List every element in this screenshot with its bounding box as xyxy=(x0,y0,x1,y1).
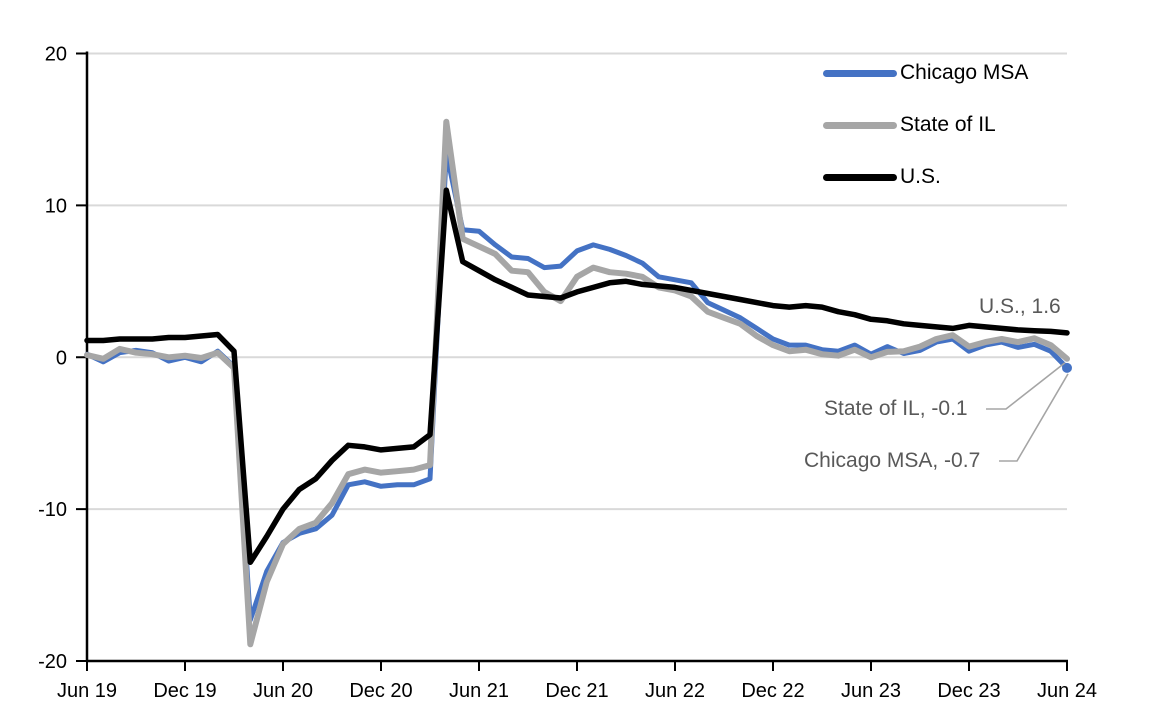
state-of-il-line-swatch xyxy=(823,121,897,129)
legend-label-us: U.S. xyxy=(900,165,941,188)
y-tick-label: -20 xyxy=(38,651,67,673)
chart-legend: Chicago MSA State of IL U.S. xyxy=(823,47,1063,203)
x-tick-label: Jun 22 xyxy=(645,680,705,702)
y-tick-label: 10 xyxy=(45,195,67,217)
x-tick-label: Jun 21 xyxy=(449,680,509,702)
legend-label-chicago-msa: Chicago MSA xyxy=(900,61,1029,84)
x-tick-label: Jun 19 xyxy=(57,680,117,702)
x-tick-label: Dec 20 xyxy=(349,680,412,702)
series-end-dot-chicago-msa xyxy=(1062,362,1072,373)
y-tick-label: 0 xyxy=(56,347,67,369)
leader-line-state-of-il xyxy=(986,362,1066,410)
leader-line-chicago-msa xyxy=(999,373,1069,462)
series-line-state-of-il xyxy=(84,118,1070,648)
y-tick-label: 20 xyxy=(45,44,67,66)
x-tick-label: Dec 21 xyxy=(545,680,608,702)
x-tick-label: Jun 23 xyxy=(841,680,901,702)
end-label-chicago-msa: Chicago MSA, -0.7 xyxy=(804,449,981,472)
chicago-msa-line-swatch xyxy=(823,69,897,77)
x-tick-label: Jun 20 xyxy=(253,680,313,702)
x-tick-label: Dec 22 xyxy=(741,680,804,702)
y-tick-label: -10 xyxy=(38,499,67,521)
end-label-state-of-il: State of IL, -0.1 xyxy=(824,397,968,420)
legend-label-state-of-il: State of IL xyxy=(900,113,996,136)
us-line-swatch xyxy=(823,173,897,181)
x-tick-label: Jun 24 xyxy=(1037,680,1097,702)
x-tick-label: Dec 23 xyxy=(937,680,1000,702)
x-tick-label: Dec 19 xyxy=(153,680,216,702)
end-label-us: U.S., 1.6 xyxy=(979,295,1061,318)
legend-item-chicago-msa: Chicago MSA xyxy=(823,47,1063,99)
legend-item-state-of-il: State of IL xyxy=(823,99,1063,151)
legend-item-us: U.S. xyxy=(823,151,1063,203)
series-line-u-s- xyxy=(84,187,1070,566)
